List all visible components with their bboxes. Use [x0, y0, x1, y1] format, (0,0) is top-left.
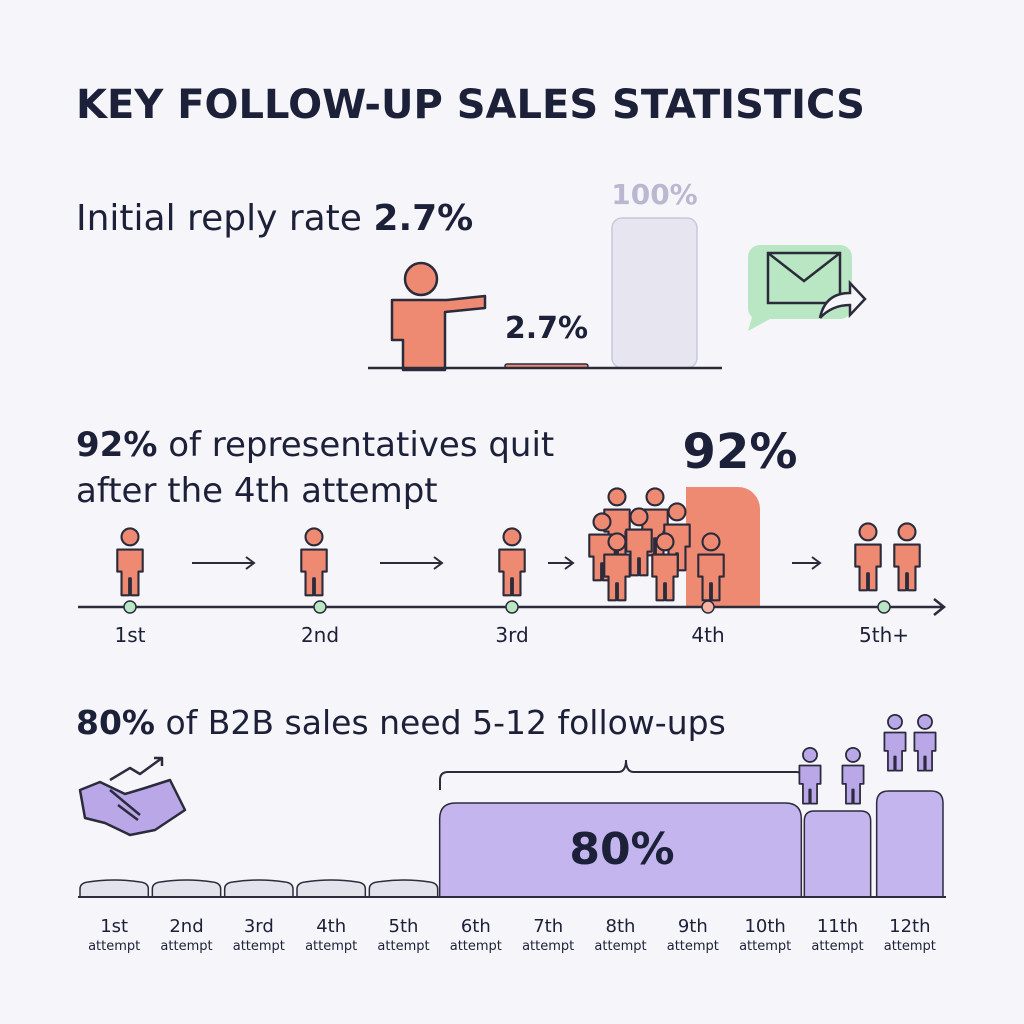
attempt-label: 2nd: [301, 623, 339, 647]
bar-label: 100%: [611, 178, 698, 211]
step-sub: attempt: [377, 939, 429, 954]
heading-text: Initial reply rate: [76, 198, 362, 239]
step-sub: attempt: [667, 939, 719, 954]
step-sub: attempt: [450, 939, 502, 954]
step-sub: attempt: [739, 939, 791, 954]
timeline-points: 1st 2nd 3rd 4th 5th+: [115, 600, 909, 647]
step-sub: attempt: [88, 939, 140, 954]
section-heading: 80% of B2B sales need 5-12 follow-ups: [76, 703, 726, 742]
bar-label: 2.7%: [505, 311, 588, 346]
heading-highlight: 92%: [76, 425, 157, 465]
step-block: [875, 790, 944, 898]
follow-up-steps: 1st attempt 2nd attempt 3rd attempt 4th attempt…: [78, 790, 946, 954]
step-block: [79, 879, 150, 898]
email-icon: [747, 245, 867, 331]
step-block: [803, 810, 872, 898]
followup-block: [438, 802, 803, 898]
step-sub: attempt: [811, 939, 863, 954]
reply-bars: 2.7% 100%: [504, 178, 698, 369]
step-number: 6th: [461, 916, 491, 937]
step-number: 12th: [889, 916, 930, 937]
step-number: 7th: [533, 916, 563, 937]
heading-text: after the 4th attempt: [76, 471, 438, 511]
step-number: 9th: [678, 916, 708, 937]
step-number: 10th: [744, 916, 785, 937]
handshake-icon: [78, 756, 187, 837]
heading-text: of B2B sales need 5-12 follow-ups: [166, 703, 726, 742]
step-number: 5th: [389, 916, 419, 937]
step-sub: attempt: [160, 939, 212, 954]
timeline-dot: [123, 600, 137, 614]
step-block: [296, 879, 367, 898]
attempt-label: 1st: [115, 623, 146, 647]
attempt-label: 5th+: [859, 623, 909, 647]
attempt-label: 4th: [691, 623, 724, 647]
step-number: 8th: [606, 916, 636, 937]
followup-badge: 80%: [569, 824, 674, 875]
step-sub: attempt: [305, 939, 357, 954]
timeline-dot: [701, 600, 715, 614]
attempt-label: 3rd: [495, 623, 528, 647]
section-heading: 92% of representatives quit: [76, 425, 554, 465]
section-heading: Initial reply rate 2.7%: [76, 198, 473, 239]
step-number: 11th: [817, 916, 858, 937]
heading-highlight: 2.7%: [373, 198, 473, 239]
bar: [611, 217, 698, 369]
step-number: 1st: [100, 916, 128, 937]
timeline-dot: [313, 600, 327, 614]
step-number: 2nd: [169, 916, 203, 937]
step-number: 3rd: [244, 916, 274, 937]
title: KEY FOLLOW-UP SALES STATISTICS: [76, 82, 865, 128]
step-number: 4th: [316, 916, 346, 937]
step-sub: attempt: [233, 939, 285, 954]
step-sub: attempt: [522, 939, 574, 954]
step-block: [151, 879, 222, 898]
quit-badge: 92%: [683, 424, 798, 480]
timeline-dot: [877, 600, 891, 614]
quit-block: [686, 487, 760, 607]
step-block: [368, 879, 439, 898]
timeline-dot: [505, 600, 519, 614]
heading-text: of representatives quit: [168, 425, 554, 465]
step-block: [223, 879, 294, 898]
step-sub: attempt: [884, 939, 936, 954]
step-arrows: [192, 556, 822, 570]
pointing-person: [390, 261, 487, 372]
heading-highlight: 80%: [76, 703, 155, 742]
step-sub: attempt: [594, 939, 646, 954]
